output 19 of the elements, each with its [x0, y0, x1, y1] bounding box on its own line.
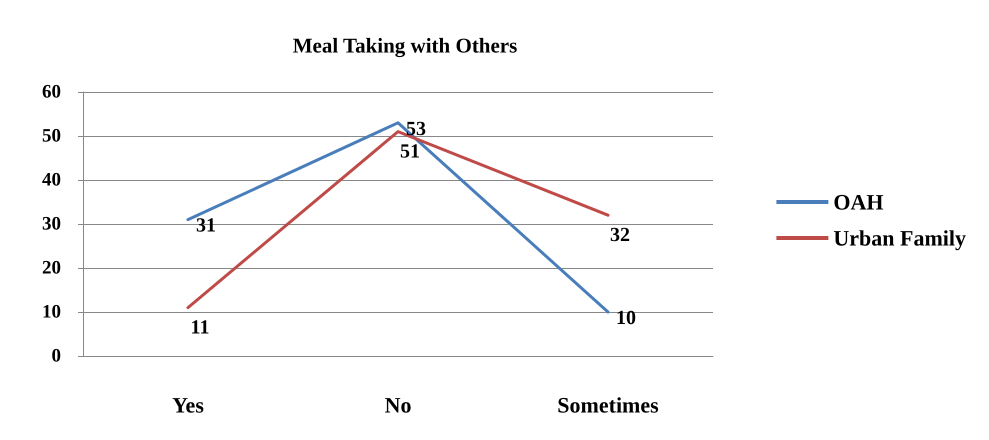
- y-tick-label: 40: [42, 170, 61, 190]
- y-tick-label: 0: [52, 346, 61, 366]
- chart-title: Meal Taking with Others: [292, 34, 518, 58]
- x-tick-label: No: [384, 392, 412, 418]
- data-label: 11: [190, 316, 210, 339]
- x-tick-label: Sometimes: [557, 392, 660, 418]
- data-label: 32: [610, 224, 630, 246]
- legend-label: Urban Family: [833, 226, 966, 250]
- y-tick-label: 60: [42, 82, 61, 102]
- legend-label: OAH: [833, 190, 884, 214]
- data-label: 10: [616, 307, 636, 329]
- x-tick-label: Yes: [172, 392, 204, 418]
- y-tick-label: 50: [42, 126, 61, 146]
- y-tick-label: 30: [42, 214, 61, 234]
- data-label: 53: [406, 118, 426, 140]
- y-tick-label: 20: [42, 258, 61, 278]
- data-label: 31: [196, 214, 216, 237]
- y-tick-label: 10: [42, 302, 61, 322]
- data-label: 51: [400, 140, 420, 163]
